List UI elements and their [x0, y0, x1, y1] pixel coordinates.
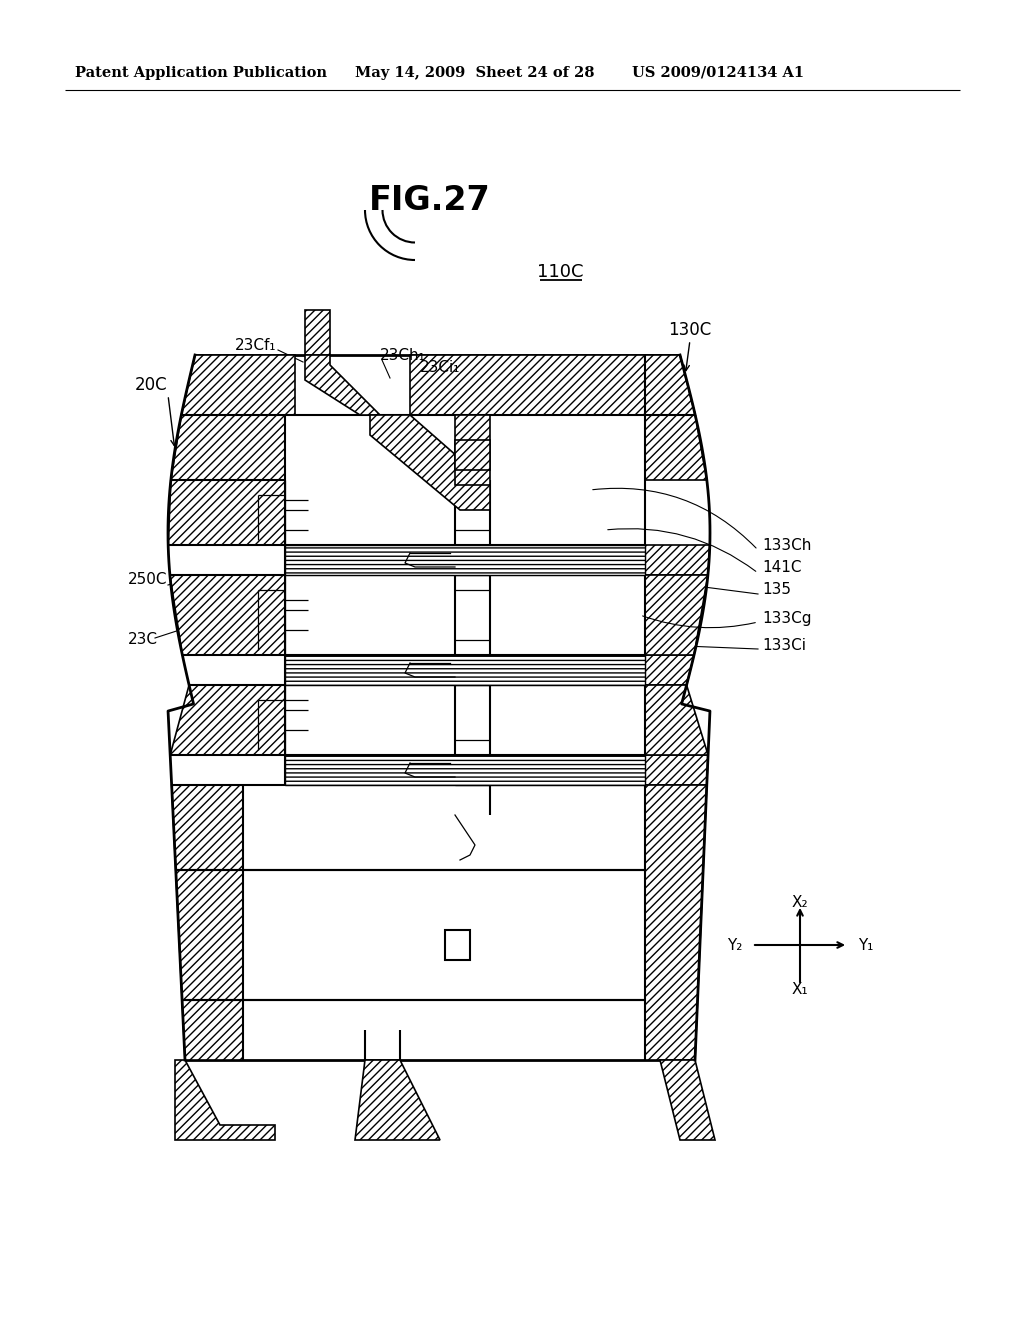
- Text: 141C: 141C: [762, 561, 802, 576]
- Polygon shape: [410, 355, 695, 414]
- Polygon shape: [170, 685, 285, 755]
- Polygon shape: [455, 414, 490, 484]
- Text: 133Cg: 133Cg: [762, 610, 811, 626]
- Text: May 14, 2009  Sheet 24 of 28: May 14, 2009 Sheet 24 of 28: [355, 66, 595, 81]
- Polygon shape: [285, 655, 645, 685]
- Text: US 2009/0124134 A1: US 2009/0124134 A1: [632, 66, 804, 81]
- Text: Y₂: Y₂: [727, 937, 742, 953]
- Text: Y₁: Y₁: [858, 937, 873, 953]
- Text: 133Ci: 133Ci: [762, 638, 806, 652]
- Polygon shape: [455, 440, 490, 470]
- Polygon shape: [645, 355, 695, 414]
- Polygon shape: [645, 414, 707, 480]
- Polygon shape: [645, 545, 710, 576]
- Text: 23Cf₁: 23Cf₁: [234, 338, 276, 352]
- Text: 110C: 110C: [537, 263, 584, 281]
- Polygon shape: [645, 685, 708, 755]
- Polygon shape: [172, 785, 243, 870]
- Polygon shape: [182, 1001, 243, 1060]
- Polygon shape: [181, 355, 295, 414]
- Polygon shape: [645, 755, 708, 785]
- Polygon shape: [355, 1060, 440, 1140]
- Text: 133Ch: 133Ch: [762, 537, 811, 553]
- Polygon shape: [305, 310, 330, 355]
- Text: 20C: 20C: [135, 376, 168, 393]
- Polygon shape: [171, 414, 285, 480]
- Polygon shape: [176, 870, 243, 1001]
- Polygon shape: [285, 755, 645, 785]
- Text: X₁: X₁: [792, 982, 808, 997]
- Polygon shape: [645, 785, 707, 1060]
- Text: 23C: 23C: [128, 632, 158, 648]
- Text: Patent Application Publication: Patent Application Publication: [75, 66, 327, 81]
- Polygon shape: [170, 576, 285, 655]
- Polygon shape: [445, 931, 470, 960]
- Polygon shape: [645, 576, 708, 655]
- Polygon shape: [660, 1060, 715, 1140]
- Text: X₂: X₂: [792, 895, 808, 909]
- Text: 250C: 250C: [128, 573, 168, 587]
- Text: 23Ci₁: 23Ci₁: [420, 360, 461, 375]
- Text: 23Ch₁: 23Ch₁: [380, 347, 426, 363]
- Polygon shape: [285, 545, 645, 576]
- Polygon shape: [168, 480, 285, 545]
- Text: FIG.27: FIG.27: [369, 183, 490, 216]
- Polygon shape: [305, 355, 380, 414]
- Polygon shape: [370, 414, 490, 510]
- Text: 135: 135: [762, 582, 791, 598]
- Text: 130C: 130C: [668, 321, 712, 339]
- Polygon shape: [645, 655, 694, 685]
- Polygon shape: [175, 1060, 275, 1140]
